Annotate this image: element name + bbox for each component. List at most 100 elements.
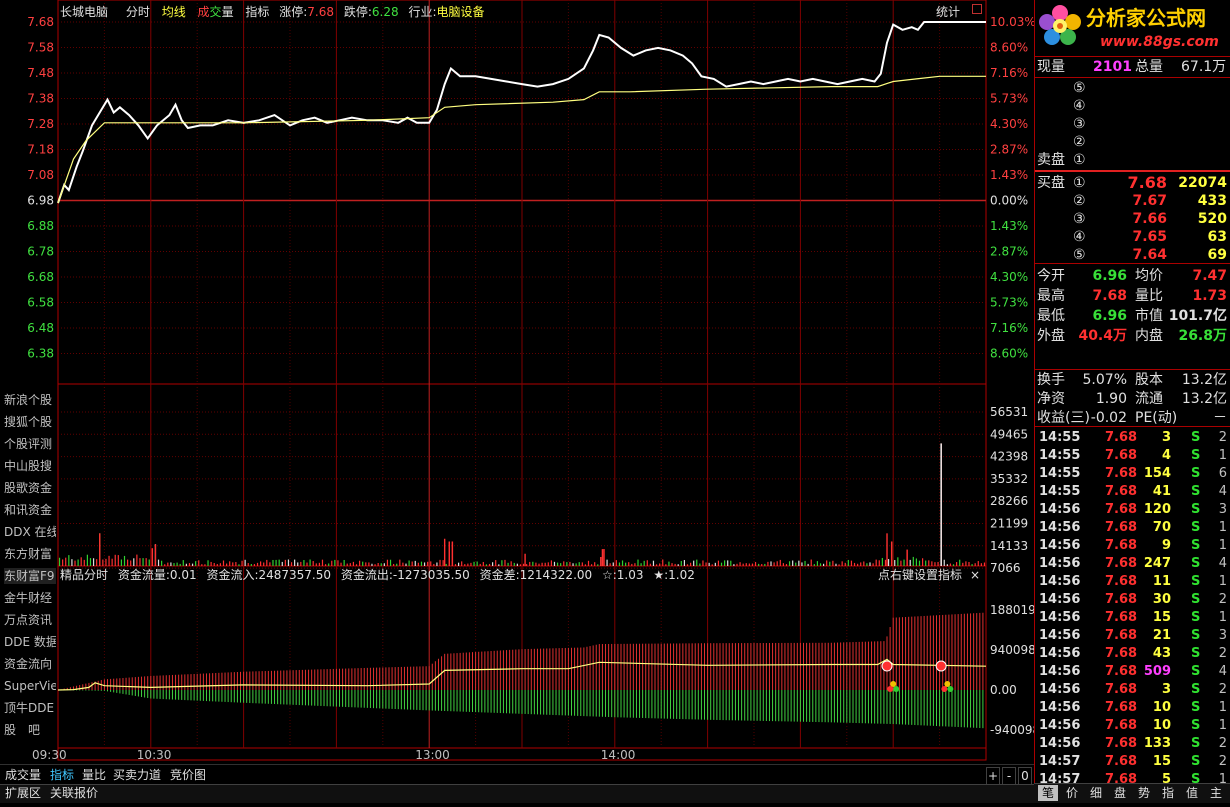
fundamental-value: 1.90: [1095, 391, 1127, 407]
zoom-in-button[interactable]: +: [986, 767, 1000, 785]
tick-price: 7.68: [1105, 502, 1138, 517]
tick-volume: 41: [1152, 484, 1171, 499]
signal-icon: [944, 681, 951, 687]
weblink-guge[interactable]: 股歌资金: [4, 481, 53, 495]
tick-row: 14:56 7.68 10 S 1: [1035, 699, 1230, 717]
tab-average[interactable]: 均线: [161, 5, 186, 19]
fund-tick-label: 940098.2: [990, 643, 1034, 657]
weblink-zhongshan[interactable]: 中山股搜: [4, 459, 53, 473]
tick-time: 14:56: [1039, 628, 1081, 643]
tick-count: 4: [1218, 556, 1227, 571]
weblink-superview[interactable]: SuperVie: [4, 679, 56, 693]
tab-buy-sell-force[interactable]: 买卖力道: [113, 768, 162, 782]
tab-volume[interactable]: 成交量: [198, 5, 234, 19]
star-hollow-value: ☆:1.03: [601, 568, 644, 582]
right-tab-3[interactable]: 盘: [1113, 786, 1126, 800]
stats-button[interactable]: 统计: [936, 5, 961, 19]
buy-level-number: ⑤: [1073, 247, 1086, 263]
stat-value: 7.47: [1192, 268, 1227, 284]
signal-icon: [941, 686, 948, 692]
tick-price: 7.68: [1105, 538, 1138, 553]
intraday-chart[interactable]: 7.68 10.03% 7.58 8.60% 7.48 7.16% 7.38 5.73% 7.2…: [0, 0, 1034, 802]
right-tab-5[interactable]: 指: [1161, 786, 1174, 800]
price-tick-label: 6.78: [27, 245, 54, 259]
tick-side: S: [1191, 700, 1201, 715]
weblink-wandian[interactable]: 万点资讯: [4, 613, 53, 627]
tick-count: 2: [1218, 592, 1227, 607]
tick-price: 7.68: [1105, 574, 1138, 589]
buy-level-volume: 22074: [1178, 175, 1227, 191]
tick-row: 14:56 7.68 43 S 2: [1035, 645, 1230, 663]
right-tab-0[interactable]: 笔: [1038, 785, 1058, 801]
tick-side: S: [1191, 664, 1201, 679]
reset-button[interactable]: 0: [1018, 767, 1032, 785]
weblink-ddx[interactable]: DDX 在线: [4, 525, 56, 539]
indicator-bar: 精品分时 资金流量:0.01 资金流入:2487357.50 资金流出:-127…: [60, 567, 990, 583]
tick-count: 3: [1218, 502, 1227, 517]
tick-volume: 3: [1161, 682, 1171, 697]
percent-tick-label: 10.03%: [990, 15, 1034, 29]
fundamental-value: －: [1213, 410, 1227, 426]
fundamental-value: 5.07%: [1082, 372, 1127, 388]
tab-indicator[interactable]: 指标: [245, 5, 270, 19]
buy-level-row: ⑤ 7.64 69: [1035, 246, 1230, 264]
weblink-review[interactable]: 个股评测: [4, 437, 53, 451]
tick-time: 14:55: [1039, 484, 1081, 499]
tick-row: 14:56 7.68 70 S 1: [1035, 519, 1230, 537]
tab-timeshare[interactable]: 分时: [125, 5, 150, 19]
current-volume-row: 现量 2101 总量 67.1万: [1035, 58, 1230, 76]
tab-volume-ratio[interactable]: 量比: [82, 768, 107, 782]
buy-level-volume: 69: [1207, 247, 1227, 263]
limit-up-label: 涨停:: [279, 5, 308, 19]
tab-indicator-bottom[interactable]: 指标: [50, 768, 75, 782]
weblink-guba[interactable]: 股 吧: [4, 723, 41, 737]
tick-side: S: [1191, 520, 1201, 535]
window-box-icon[interactable]: [972, 4, 982, 14]
right-bottom-tabs: 笔价细盘势指值主: [1034, 783, 1230, 803]
stat-label: 最高: [1037, 288, 1065, 304]
tick-count: 2: [1218, 754, 1227, 769]
tick-volume: 4: [1161, 448, 1171, 463]
tick-count: 2: [1218, 736, 1227, 751]
tick-count: 1: [1218, 538, 1227, 553]
right-tab-6[interactable]: 值: [1185, 786, 1198, 800]
tab-extension-area[interactable]: 扩展区: [5, 786, 42, 800]
tab-related-quotes[interactable]: 关联报价: [50, 786, 99, 800]
weblink-dingniu[interactable]: 顶牛DDE: [4, 701, 55, 715]
close-icon[interactable]: ×: [970, 568, 981, 582]
percent-tick-label: 1.43%: [990, 219, 1028, 233]
time-tick-label: 10:30: [137, 748, 172, 762]
tick-price: 7.68: [1105, 682, 1138, 697]
weblink-jinniu[interactable]: 金牛财经: [4, 591, 53, 605]
weblink-fundflow[interactable]: 资金流向: [4, 657, 53, 671]
weblink-dde[interactable]: DDE 数据: [4, 635, 56, 649]
tick-price: 7.68: [1105, 700, 1138, 715]
weblink-hexun[interactable]: 和讯资金: [4, 503, 53, 517]
weblink-sohu[interactable]: 搜狐个股: [4, 415, 53, 429]
right-tab-4[interactable]: 势: [1137, 786, 1150, 800]
signal-icon: [935, 660, 947, 672]
tick-side: S: [1191, 682, 1201, 697]
fund-out-value: -1273035.50: [392, 568, 470, 582]
right-tab-2[interactable]: 细: [1089, 786, 1102, 800]
weblink-eastmoney[interactable]: 东方财富: [4, 547, 53, 561]
tick-time: 14:56: [1039, 556, 1081, 571]
right-tab-1[interactable]: 价: [1065, 786, 1078, 800]
sell-level-row: ⑤: [1035, 79, 1230, 97]
tick-side: S: [1191, 772, 1201, 787]
tab-volume-bottom[interactable]: 成交量: [5, 768, 42, 782]
right-tab-7[interactable]: 主: [1209, 786, 1222, 800]
zoom-out-button[interactable]: -: [1002, 767, 1016, 785]
percent-tick-label: 7.16%: [990, 66, 1028, 80]
weblink-eastmoney-f9[interactable]: 东财富F9: [4, 568, 56, 584]
tick-time: 14:56: [1039, 664, 1081, 679]
percent-tick-label: 5.73%: [990, 296, 1028, 310]
tick-volume: 5: [1161, 772, 1171, 787]
tick-price: 7.68: [1105, 430, 1138, 445]
logo-url[interactable]: www.88gs.com: [1100, 34, 1219, 50]
tick-count: 1: [1218, 772, 1227, 787]
weblink-sina[interactable]: 新浪个股: [4, 393, 53, 407]
tick-volume: 15: [1152, 610, 1171, 625]
cur-vol-value: 2101: [1093, 59, 1132, 75]
tab-auction[interactable]: 竞价图: [170, 768, 207, 782]
